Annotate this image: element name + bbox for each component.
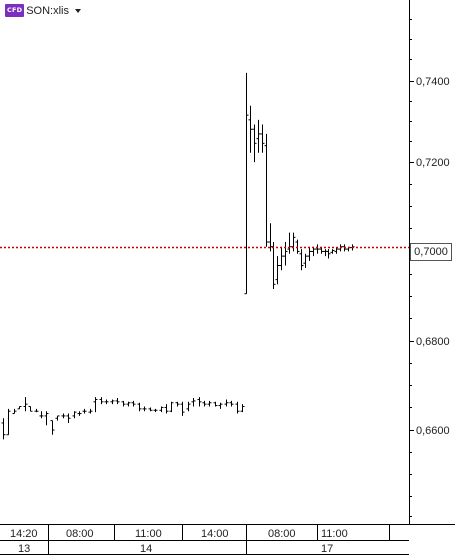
- ohlc-bar: [88, 408, 93, 414]
- ohlc-bar: [224, 399, 229, 407]
- time-label: 11:00: [135, 528, 162, 540]
- ohlc-bar: [104, 399, 109, 405]
- ohlc-bar: [229, 400, 234, 407]
- triangle-down-icon[interactable]: [75, 8, 81, 13]
- ohlc-bar: [110, 399, 115, 405]
- ohlc-bar: [1, 418, 6, 440]
- ohlc-bar: [131, 400, 136, 407]
- ohlc-bar: [315, 244, 320, 254]
- time-label: 08:00: [66, 528, 94, 540]
- ohlc-bar: [307, 246, 312, 261]
- ohlc-bar: [34, 408, 39, 413]
- price-tick-label: 0,6800: [416, 336, 450, 348]
- ohlc-bars: [1, 72, 355, 440]
- ohlc-bar: [121, 400, 126, 407]
- ohlc-bar: [28, 406, 33, 412]
- ohlc-bar: [334, 247, 339, 254]
- price-tick-label: 0,6600: [416, 425, 450, 437]
- ohlc-bar: [159, 406, 164, 413]
- ohlc-bar: [77, 411, 82, 416]
- ohlc-bar: [17, 406, 22, 410]
- ohlc-bar: [330, 249, 335, 254]
- ohlc-bar: [213, 401, 218, 407]
- ohlc-bar: [44, 411, 49, 426]
- ohlc-bar: [6, 408, 11, 436]
- ohlc-bar: [153, 408, 158, 413]
- ohlc-bar: [55, 415, 60, 421]
- ohlc-bar: [252, 124, 257, 163]
- time-label: 14:20: [10, 528, 38, 540]
- ohlc-bar: [50, 420, 55, 435]
- time-axis[interactable]: 14:20 08:00 11:00 14:00 08:00 11:00 13 1…: [0, 524, 455, 555]
- ohlc-bar: [99, 397, 104, 405]
- ohlc-bar: [287, 232, 292, 254]
- ohlc-bar: [264, 133, 269, 247]
- date-label: 13: [18, 543, 30, 555]
- ohlc-bar: [283, 242, 288, 266]
- ohlc-bar: [202, 400, 207, 407]
- ohlc-bar: [323, 249, 328, 257]
- ohlc-bar: [248, 105, 253, 153]
- ohlc-bar: [39, 411, 44, 419]
- price-axis[interactable]: 0,7400 0,7200 0,6800 0,6600: [409, 19, 450, 517]
- time-label: 11:00: [321, 528, 348, 540]
- time-label: 14:00: [201, 528, 229, 540]
- ohlc-bar: [291, 232, 296, 252]
- ohlc-bar: [244, 72, 249, 295]
- ohlc-bar: [126, 401, 131, 407]
- symbol-selector[interactable]: CFD SON:xlis: [5, 3, 81, 18]
- ohlc-bar: [235, 401, 240, 414]
- current-price-label: 0,7000: [410, 243, 452, 261]
- ohlc-bar: [260, 124, 265, 153]
- ohlc-bar: [275, 256, 280, 285]
- date-label: 14: [140, 543, 152, 555]
- ohlc-bar: [207, 400, 212, 407]
- ohlc-bar: [82, 408, 87, 414]
- ohlc-bar: [279, 246, 284, 271]
- ohlc-bar: [142, 406, 147, 412]
- ohlc-bar: [271, 242, 276, 290]
- price-tick-label: 0,7400: [416, 76, 450, 88]
- ohlc-bar: [256, 119, 261, 153]
- ohlc-bar: [191, 398, 196, 407]
- ohlc-bar: [93, 397, 98, 413]
- ohlc-bar: [115, 398, 120, 405]
- time-label: 08:00: [268, 528, 296, 540]
- ohlc-bar: [72, 411, 77, 419]
- ohlc-bar: [326, 249, 331, 259]
- ohlc-bar: [175, 401, 180, 407]
- ohlc-bar: [23, 397, 28, 412]
- ohlc-bar: [169, 401, 174, 413]
- ohlc-bar: [137, 402, 142, 412]
- ohlc-bar: [218, 402, 223, 409]
- ohlc-bar: [240, 404, 245, 413]
- symbol-name[interactable]: SON:xlis: [26, 4, 69, 17]
- date-label: 17: [321, 543, 333, 555]
- ohlc-bar: [66, 413, 71, 423]
- ohlc-bar: [186, 401, 191, 412]
- ohlc-bar: [61, 413, 66, 419]
- ohlc-bar: [148, 407, 153, 412]
- price-tick-label: 0,7200: [416, 157, 450, 169]
- ohlc-bar: [299, 249, 304, 271]
- cfd-badge: CFD: [5, 4, 25, 17]
- ohlc-bar: [197, 397, 202, 407]
- ohlc-bar: [180, 401, 185, 416]
- ohlc-bar: [164, 404, 169, 414]
- ohlc-bar: [303, 253, 308, 268]
- ohlc-bar: [12, 408, 17, 415]
